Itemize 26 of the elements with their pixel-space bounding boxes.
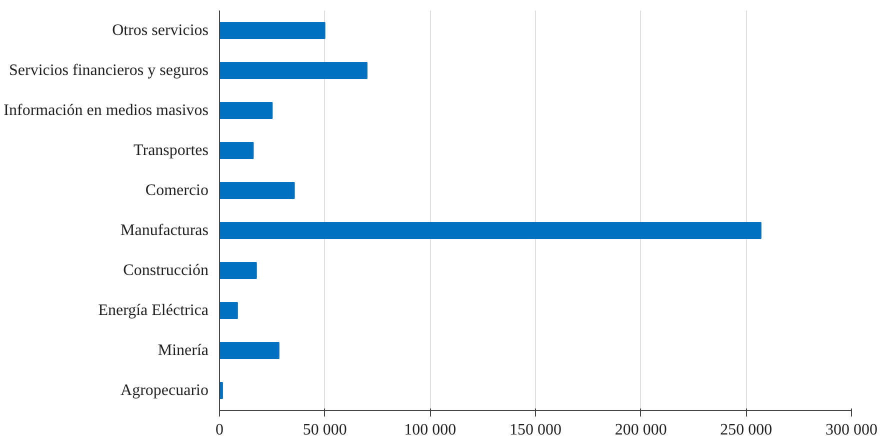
- x-tick-label: 250 000: [720, 422, 772, 438]
- y-tick-label: Minería: [158, 342, 209, 359]
- bar: [220, 262, 257, 279]
- y-tick-label: Manufacturas: [120, 222, 209, 239]
- y-tick-label: Agropecuario: [120, 382, 209, 399]
- bar: [220, 22, 326, 39]
- y-tick-label: Información en medios masivos: [4, 102, 208, 119]
- x-tick-label: 150 000: [510, 422, 562, 438]
- bar: [220, 142, 254, 159]
- bar: [220, 62, 368, 79]
- bar: [220, 342, 280, 359]
- y-tick-label: Construcción: [123, 262, 209, 279]
- x-tick-label: 100 000: [404, 422, 456, 438]
- bar: [220, 182, 295, 199]
- x-tick-label: 200 000: [614, 422, 667, 438]
- bar: [220, 222, 762, 239]
- x-tick-label: 0: [216, 422, 224, 438]
- x-tick-label: 300 000: [826, 422, 878, 438]
- y-tick-label: Servicios financieros y seguros: [8, 62, 209, 79]
- bar: [220, 102, 273, 119]
- x-tick-label: 50 000: [302, 422, 347, 438]
- y-tick-label: Transportes: [134, 142, 208, 159]
- y-tick-label: Otros servicios: [112, 22, 209, 39]
- y-tick-label: Comercio: [145, 182, 208, 199]
- y-tick-label: Energía Eléctrica: [98, 302, 209, 319]
- bar: [220, 302, 238, 319]
